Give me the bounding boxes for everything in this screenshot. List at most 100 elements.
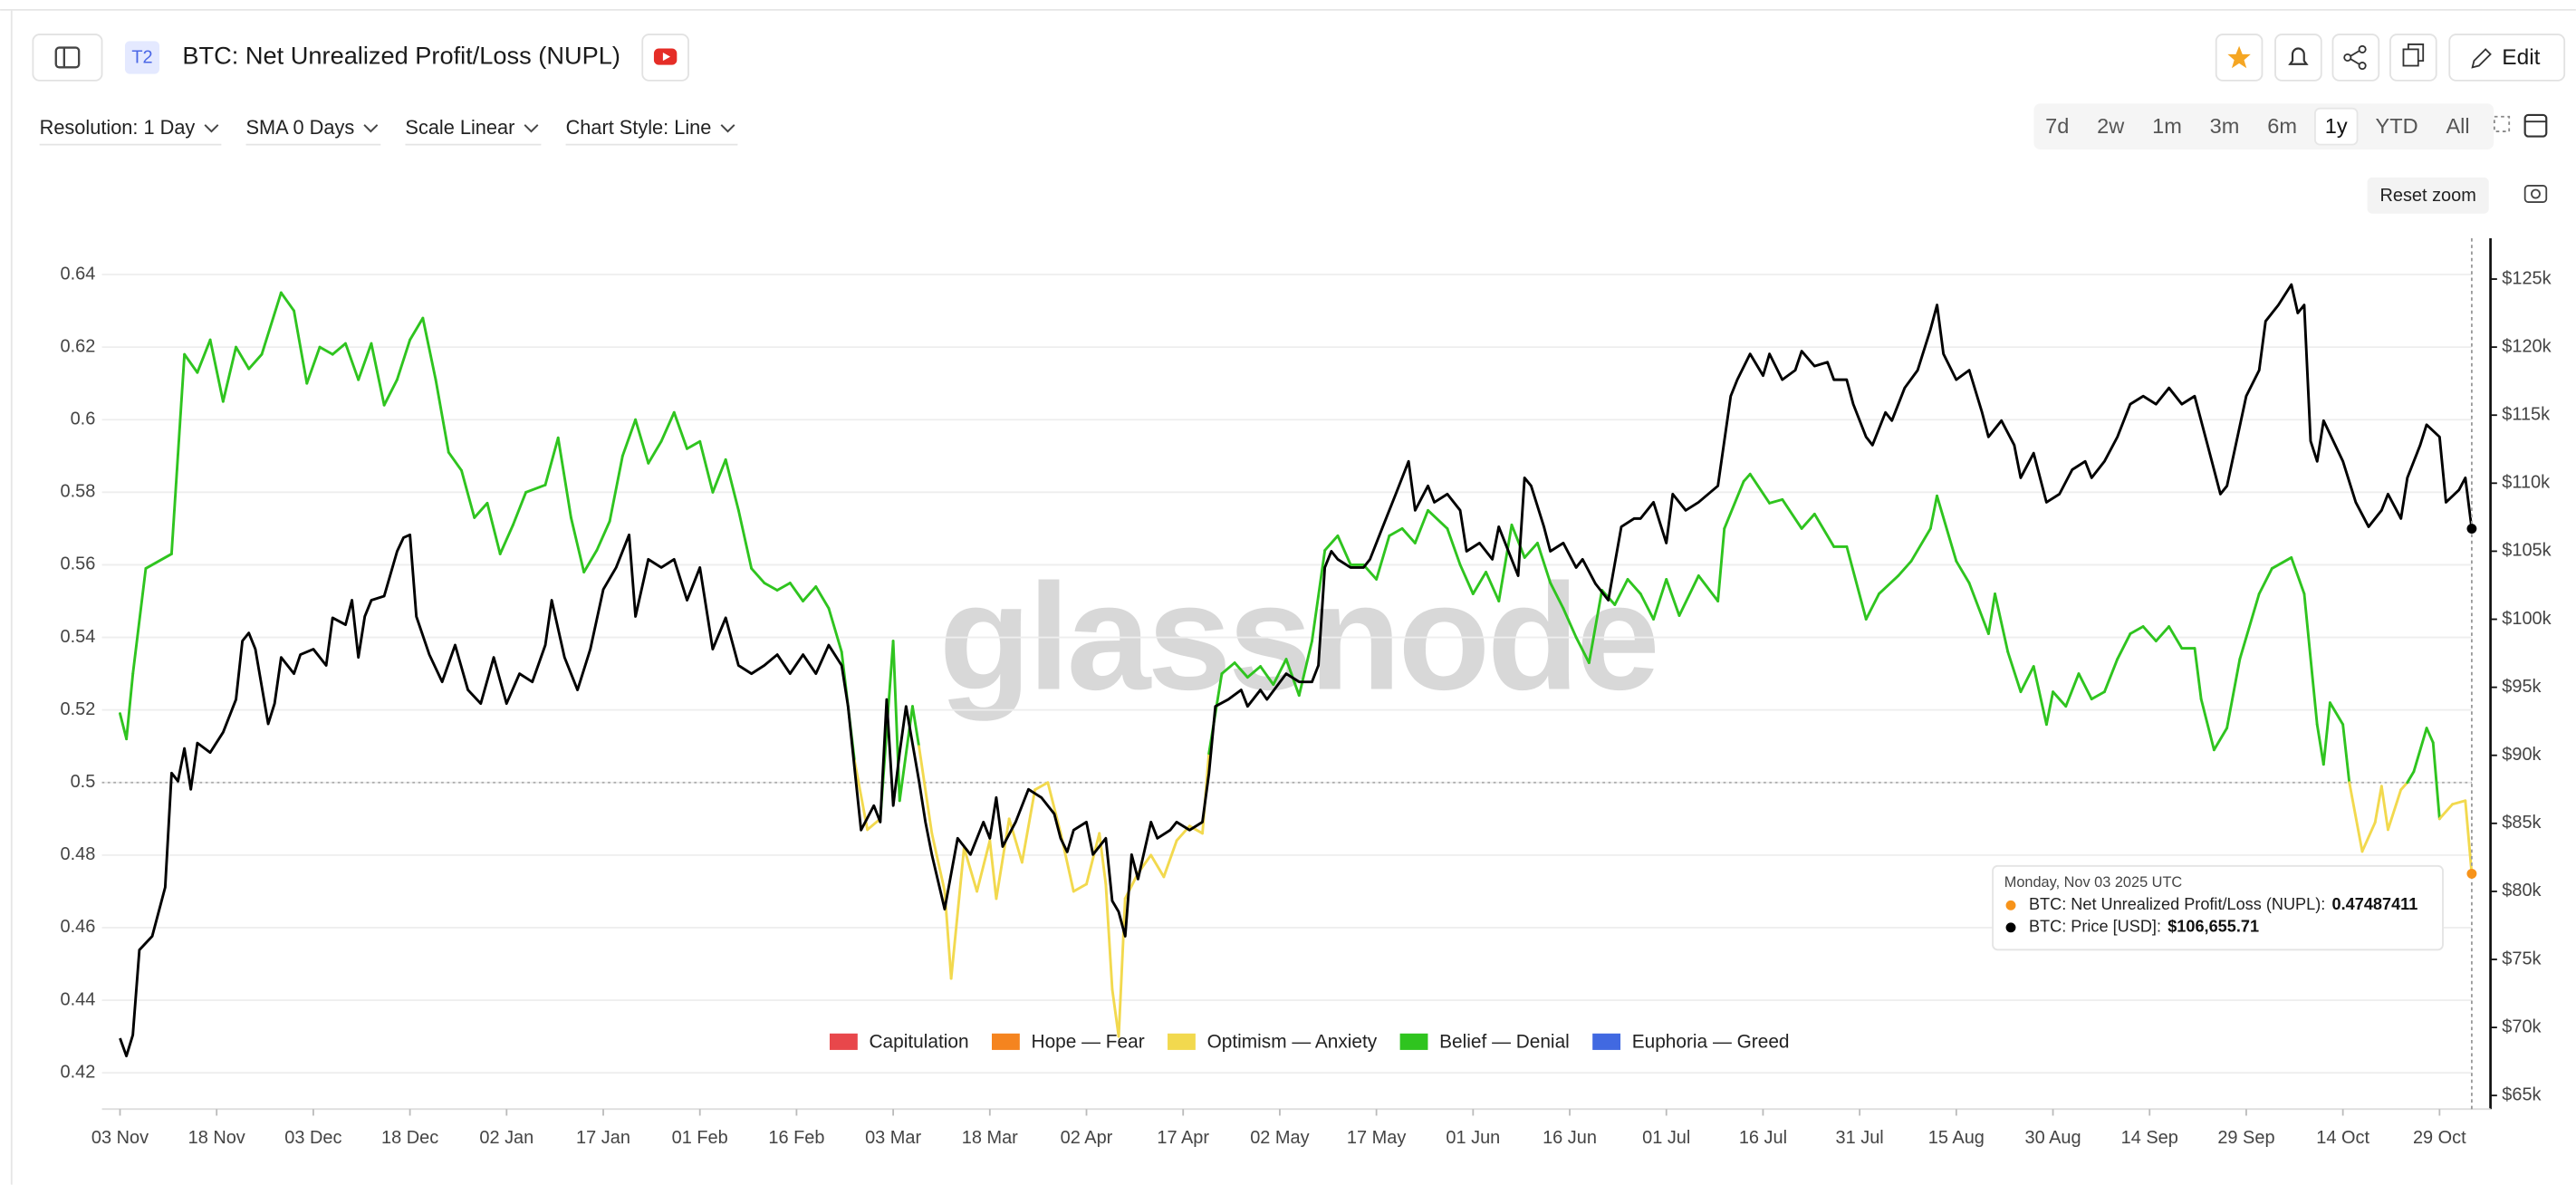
y2-tick-label: $90k	[2502, 745, 2541, 765]
nupl-segment	[1781, 497, 1803, 530]
x-tick-label: 31 Jul	[1836, 1128, 1884, 1148]
copy-button[interactable]	[2389, 34, 2437, 82]
nupl-segment	[1162, 839, 1178, 879]
nupl-segment	[976, 839, 992, 893]
nupl-segment	[2328, 701, 2345, 727]
x-tick-label: 17 Apr	[1157, 1128, 1209, 1148]
alert-button[interactable]	[2274, 34, 2322, 82]
nupl-segment	[131, 566, 148, 676]
nupl-segment	[357, 342, 373, 381]
legend-label: Euphoria — Greed	[1632, 1031, 1790, 1052]
x-tick-label: 29 Sep	[2217, 1128, 2274, 1148]
nupl-segment	[260, 291, 283, 356]
nupl-segment	[370, 342, 386, 407]
nupl-segment	[1536, 541, 1552, 584]
nupl-segment	[2257, 566, 2273, 595]
control-dropdown[interactable]: Resolution: 1 Day	[40, 116, 196, 139]
nupl-segment	[511, 490, 528, 526]
nupl-segment	[382, 378, 399, 407]
price-line	[119, 283, 2474, 1058]
nupl-segment	[208, 338, 225, 403]
nupl-segment	[918, 745, 934, 835]
nupl-segment	[1800, 512, 1816, 530]
nupl-segment	[2199, 698, 2216, 752]
nupl-segment	[1723, 479, 1745, 530]
y2-tick-label: $115k	[2502, 404, 2550, 424]
x-tick-label: 14 Sep	[2121, 1128, 2178, 1148]
control-dropdown[interactable]: SMA 0 Days	[246, 116, 355, 139]
tooltip-box	[1992, 864, 2444, 951]
nupl-segment	[1639, 592, 1655, 621]
range-button[interactable]: YTD	[2376, 114, 2418, 138]
nupl-segment	[1677, 574, 1700, 617]
nupl-segment	[2006, 650, 2023, 694]
range-button[interactable]: 6m	[2267, 114, 2297, 138]
nupl-segment	[247, 352, 264, 371]
nupl-segment	[1323, 534, 1340, 552]
legend-swatch	[992, 1033, 1020, 1050]
nupl-segment	[763, 582, 779, 592]
range-button[interactable]: 3m	[2210, 114, 2240, 138]
nupl-segment	[2348, 781, 2364, 853]
nupl-segment	[634, 418, 650, 465]
nupl-segment	[2399, 781, 2409, 792]
nupl-segment	[2129, 625, 2145, 635]
nupl-segment	[569, 515, 586, 573]
control-dropdown[interactable]: Chart Style: Line	[566, 116, 712, 139]
nupl-segment	[221, 345, 237, 403]
nupl-segment	[2019, 665, 2035, 694]
nupl-segment	[524, 483, 547, 494]
x-tick-label: 02 Jan	[479, 1128, 533, 1148]
nupl-segment	[1485, 570, 1501, 602]
nupl-segment	[1220, 661, 1236, 676]
nupl-segment	[1652, 578, 1668, 621]
nupl-segment	[2270, 555, 2293, 570]
favorite-button[interactable]	[2215, 34, 2264, 82]
x-tick-label: 02 May	[1250, 1128, 1309, 1148]
nupl-segment	[395, 338, 412, 381]
nupl-segment	[1388, 526, 1404, 537]
edit-button[interactable]: Edit	[2448, 34, 2566, 82]
nupl-segment	[144, 552, 173, 570]
y2-tick-label: $75k	[2502, 949, 2541, 968]
video-button[interactable]	[641, 34, 689, 82]
zoom-select-icon[interactable]	[2493, 115, 2511, 132]
tooltip-date: Monday, Nov 03 2025 UTC	[2004, 874, 2183, 891]
edit-label[interactable]: Edit	[2502, 45, 2540, 70]
x-tick-label: 03 Mar	[865, 1128, 921, 1148]
nupl-segment	[1427, 508, 1449, 530]
range-bar	[2033, 103, 2494, 150]
range-button[interactable]: All	[2446, 114, 2469, 138]
nupl-segment	[1986, 592, 1996, 635]
y2-tick-label: $65k	[2502, 1084, 2541, 1104]
nupl-segment	[1245, 665, 1263, 679]
range-button[interactable]: 7d	[2045, 114, 2069, 138]
sidebar-toggle[interactable]	[32, 34, 103, 82]
nupl-segment	[1117, 897, 1127, 1038]
screenshot-button[interactable]	[2523, 185, 2548, 203]
nupl-segment	[1085, 832, 1101, 886]
nupl-segment	[125, 672, 135, 741]
share-button[interactable]	[2331, 34, 2380, 82]
calendar-button[interactable]	[2523, 113, 2548, 138]
legend-label: Optimism — Anxiety	[1207, 1031, 1378, 1052]
nupl-segment	[2238, 592, 2261, 661]
nupl-segment	[1272, 658, 1288, 687]
range-button[interactable]: 1m	[2152, 114, 2182, 138]
nupl-segment	[1928, 494, 1938, 530]
reset-zoom-label[interactable]: Reset zoom	[2379, 186, 2475, 206]
nupl-segment	[1742, 472, 1752, 483]
nupl-segment	[1497, 523, 1514, 602]
x-tick-label: 01 Jun	[1446, 1128, 1500, 1148]
nupl-segment	[698, 439, 715, 494]
control-dropdown[interactable]: Scale Linear	[405, 116, 514, 139]
nupl-segment	[582, 548, 599, 573]
nupl-segment	[736, 508, 754, 570]
nupl-segment	[2044, 690, 2054, 727]
nupl-segment	[2341, 723, 2351, 785]
range-button[interactable]: 1y	[2325, 114, 2348, 138]
range-button[interactable]: 2w	[2097, 114, 2125, 138]
reset-zoom-button[interactable]: Reset zoom	[2367, 177, 2489, 214]
